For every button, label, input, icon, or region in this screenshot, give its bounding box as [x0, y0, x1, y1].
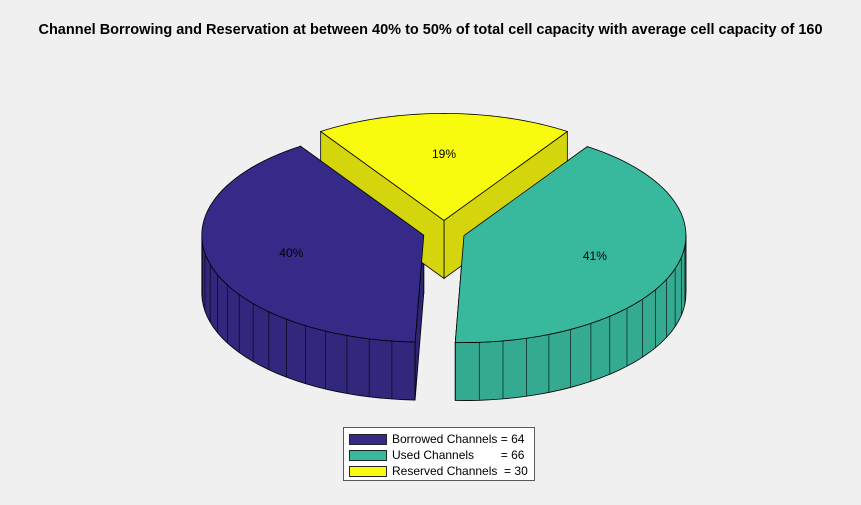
pie-label-used: 41%	[583, 249, 607, 263]
pie-label-reserved: 19%	[432, 147, 456, 161]
pie-slice-used	[454, 146, 687, 343]
legend-label-reserved: Reserved Channels = 30	[392, 464, 528, 478]
legend-label-used: Used Channels = 66	[392, 448, 525, 462]
legend: Borrowed Channels = 64 Used Channels = 6…	[343, 427, 535, 481]
legend-swatch-used	[349, 449, 387, 461]
legend-label-borrowed: Borrowed Channels = 64	[392, 432, 525, 446]
pie-slice-reserved	[319, 113, 569, 221]
legend-item-used: Used Channels = 66	[349, 447, 529, 463]
legend-item-reserved: Reserved Channels = 30	[349, 463, 529, 479]
legend-item-borrowed: Borrowed Channels = 64	[349, 431, 529, 447]
legend-swatch-borrowed	[349, 433, 387, 445]
pie-label-borrowed: 40%	[279, 246, 303, 260]
legend-swatch-reserved	[349, 465, 387, 477]
chart-title: Channel Borrowing and Reservation at bet…	[38, 22, 823, 38]
pie-slice-borrowed	[201, 145, 425, 343]
